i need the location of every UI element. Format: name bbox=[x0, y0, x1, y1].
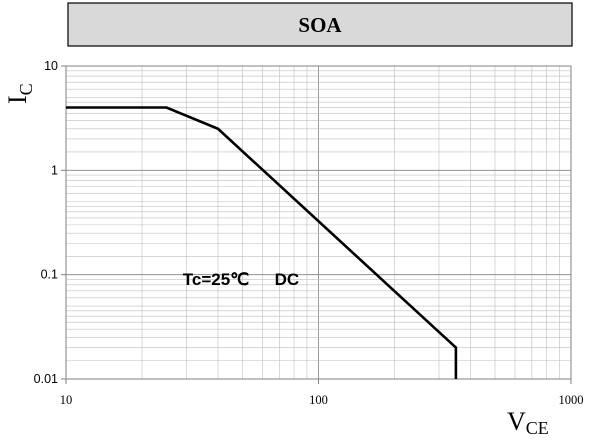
annotations: Tc=25℃ DC bbox=[183, 270, 299, 289]
x-tick-labels: 10 100 1000 bbox=[60, 379, 584, 407]
title-box bbox=[67, 2, 573, 47]
y-tick-label: 10 bbox=[44, 59, 58, 73]
soa-dc-curve bbox=[66, 106, 458, 379]
y-axis-title: IC bbox=[3, 83, 36, 104]
series bbox=[66, 106, 458, 379]
x-axis-title-sub: CE bbox=[526, 418, 549, 438]
y-axis-title-main: I bbox=[3, 95, 32, 104]
chart-annotation: DC bbox=[275, 270, 300, 289]
x-tick-label: 100 bbox=[309, 393, 328, 407]
y-tick-label: 0.1 bbox=[41, 268, 58, 282]
svg-text:IC: IC bbox=[3, 83, 36, 104]
y-tick-labels: 0.01 0.1 1 10 bbox=[34, 59, 66, 386]
x-axis-title: VCE bbox=[507, 407, 549, 438]
chart-title: SOA bbox=[298, 13, 342, 37]
x-tick-label: 10 bbox=[60, 393, 73, 407]
y-axis-title-sub: C bbox=[16, 83, 36, 95]
svg-text:VCE: VCE bbox=[507, 407, 549, 438]
y-tick-label: 1 bbox=[51, 163, 58, 177]
x-axis-title-main: V bbox=[507, 407, 526, 436]
chart-annotation: Tc=25℃ bbox=[183, 270, 250, 289]
x-tick-label: 1000 bbox=[559, 393, 584, 407]
y-tick-label: 0.01 bbox=[34, 372, 58, 386]
